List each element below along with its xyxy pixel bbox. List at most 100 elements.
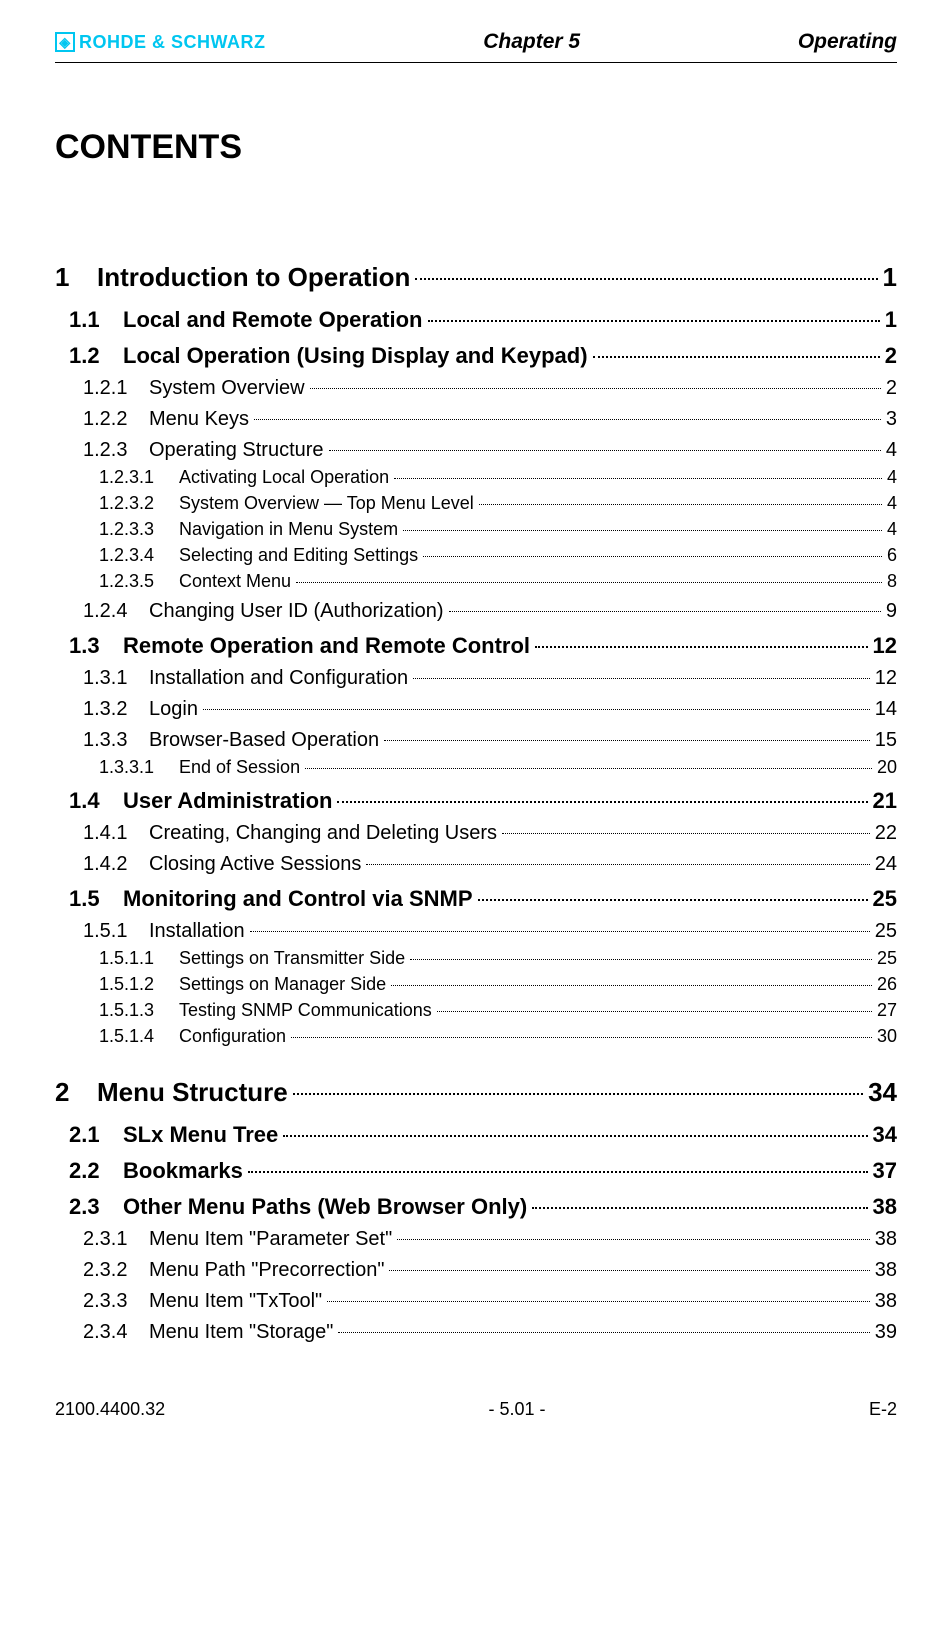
section-label: Operating <box>798 30 897 54</box>
toc-page: 30 <box>875 1026 897 1047</box>
toc-page: 12 <box>873 667 897 690</box>
toc-leader-dots <box>389 1270 869 1271</box>
toc-leader-dots <box>310 388 881 389</box>
toc-entry: 1.5.1.2Settings on Manager Side 26 <box>99 974 897 995</box>
toc-number: 1.1 <box>69 307 123 333</box>
page-header: ◈ ROHDE & SCHWARZ Chapter 5 Operating <box>55 30 897 63</box>
toc-page: 20 <box>875 757 897 778</box>
toc-number: 2.3.1 <box>83 1228 149 1251</box>
toc-entry: 2.3.3Menu Item "TxTool" 38 <box>83 1290 897 1313</box>
toc-leader-dots <box>535 646 867 648</box>
chapter-label: Chapter 5 <box>266 30 798 54</box>
toc-title: Configuration <box>179 1026 288 1047</box>
toc-number: 1.5.1.2 <box>99 974 179 995</box>
toc-title: Settings on Manager Side <box>179 974 388 995</box>
toc-entry: 2.3Other Menu Paths (Web Browser Only) 3… <box>69 1194 897 1220</box>
toc-title: Menu Item "Storage" <box>149 1321 335 1344</box>
toc-title: Selecting and Editing Settings <box>179 545 420 566</box>
toc-number: 1.3.3.1 <box>99 757 179 778</box>
toc-page: 1 <box>881 262 897 293</box>
toc-leader-dots <box>337 801 867 803</box>
toc-entry: 1.5.1Installation 25 <box>83 920 897 943</box>
footer-left: 2100.4400.32 <box>55 1399 165 1420</box>
toc-title: Closing Active Sessions <box>149 853 363 876</box>
toc-number: 1.5.1.1 <box>99 948 179 969</box>
toc-number: 1.2 <box>69 343 123 369</box>
toc-leader-dots <box>428 320 880 322</box>
toc-leader-dots <box>437 1011 872 1012</box>
toc-number: 2 <box>55 1077 97 1108</box>
toc-page: 38 <box>873 1259 897 1282</box>
toc-page: 6 <box>885 545 897 566</box>
toc-title: SLx Menu Tree <box>123 1122 280 1148</box>
toc-number: 2.1 <box>69 1122 123 1148</box>
toc-page: 27 <box>875 1000 897 1021</box>
toc-entry: 2.3.2Menu Path "Precorrection" 38 <box>83 1259 897 1282</box>
toc-title: Settings on Transmitter Side <box>179 948 407 969</box>
toc-leader-dots <box>394 478 882 479</box>
toc-leader-dots <box>478 899 868 901</box>
toc-number: 1.3.2 <box>83 698 149 721</box>
toc-title: End of Session <box>179 757 302 778</box>
toc-entry: 2.2Bookmarks 37 <box>69 1158 897 1184</box>
toc-entry: 1.2.2Menu Keys 3 <box>83 408 897 431</box>
toc-title: Menu Item "TxTool" <box>149 1290 324 1313</box>
footer-center: - 5.01 - <box>489 1399 546 1420</box>
page-title: CONTENTS <box>55 128 897 167</box>
toc-entry: 1.5.1.1Settings on Transmitter Side 25 <box>99 948 897 969</box>
toc-page: 1 <box>883 307 897 333</box>
toc-number: 1.2.3.4 <box>99 545 179 566</box>
toc-number: 1.3.3 <box>83 729 149 752</box>
toc-entry: 1.3.3Browser-Based Operation 15 <box>83 729 897 752</box>
toc-page: 15 <box>873 729 897 752</box>
toc-leader-dots <box>423 556 882 557</box>
toc-title: Menu Path "Precorrection" <box>149 1259 386 1282</box>
toc-leader-dots <box>532 1207 867 1209</box>
toc-page: 12 <box>871 633 897 659</box>
toc-title: Monitoring and Control via SNMP <box>123 886 475 912</box>
toc-leader-dots <box>403 530 882 531</box>
page-footer: 2100.4400.32 - 5.01 - E-2 <box>55 1399 897 1420</box>
toc-title: Testing SNMP Communications <box>179 1000 434 1021</box>
toc-number: 2.3.3 <box>83 1290 149 1313</box>
toc-page: 21 <box>871 788 897 814</box>
toc-number: 1.3.1 <box>83 667 149 690</box>
toc-leader-dots <box>479 504 882 505</box>
toc-page: 37 <box>871 1158 897 1184</box>
toc-number: 2.2 <box>69 1158 123 1184</box>
toc-title: Login <box>149 698 200 721</box>
toc-page: 38 <box>873 1290 897 1313</box>
toc-title: Context Menu <box>179 571 293 592</box>
toc-entry: 1.5.1.3Testing SNMP Communications 27 <box>99 1000 897 1021</box>
toc-page: 38 <box>873 1228 897 1251</box>
toc-title: Installation <box>149 920 247 943</box>
toc-page: 4 <box>884 439 897 462</box>
toc-title: User Administration <box>123 788 334 814</box>
toc-entry: 1.5.1.4Configuration 30 <box>99 1026 897 1047</box>
toc-entry: 1.2.3.5Context Menu 8 <box>99 571 897 592</box>
toc-leader-dots <box>410 959 872 960</box>
toc-leader-dots <box>415 278 877 280</box>
toc-title: Operating Structure <box>149 439 326 462</box>
toc-page: 25 <box>873 920 897 943</box>
toc-page: 4 <box>885 493 897 514</box>
toc-number: 1.5 <box>69 886 123 912</box>
toc-title: Bookmarks <box>123 1158 245 1184</box>
toc-entry: 1.3.1Installation and Configuration 12 <box>83 667 897 690</box>
toc-number: 2.3.4 <box>83 1321 149 1344</box>
toc-number: 1.2.1 <box>83 377 149 400</box>
toc-entry: 2Menu Structure 34 <box>55 1077 897 1108</box>
toc-leader-dots <box>254 419 881 420</box>
toc-title: Other Menu Paths (Web Browser Only) <box>123 1194 529 1220</box>
toc-page: 34 <box>871 1122 897 1148</box>
toc-number: 1.2.3.5 <box>99 571 179 592</box>
toc-leader-dots <box>250 931 870 932</box>
toc-page: 22 <box>873 822 897 845</box>
toc-leader-dots <box>305 768 872 769</box>
toc-page: 38 <box>871 1194 897 1220</box>
toc-entry: 1.4User Administration 21 <box>69 788 897 814</box>
toc-number: 1.2.2 <box>83 408 149 431</box>
toc-page: 24 <box>873 853 897 876</box>
toc-entry: 1.5Monitoring and Control via SNMP 25 <box>69 886 897 912</box>
toc-title: Menu Structure <box>97 1077 290 1108</box>
